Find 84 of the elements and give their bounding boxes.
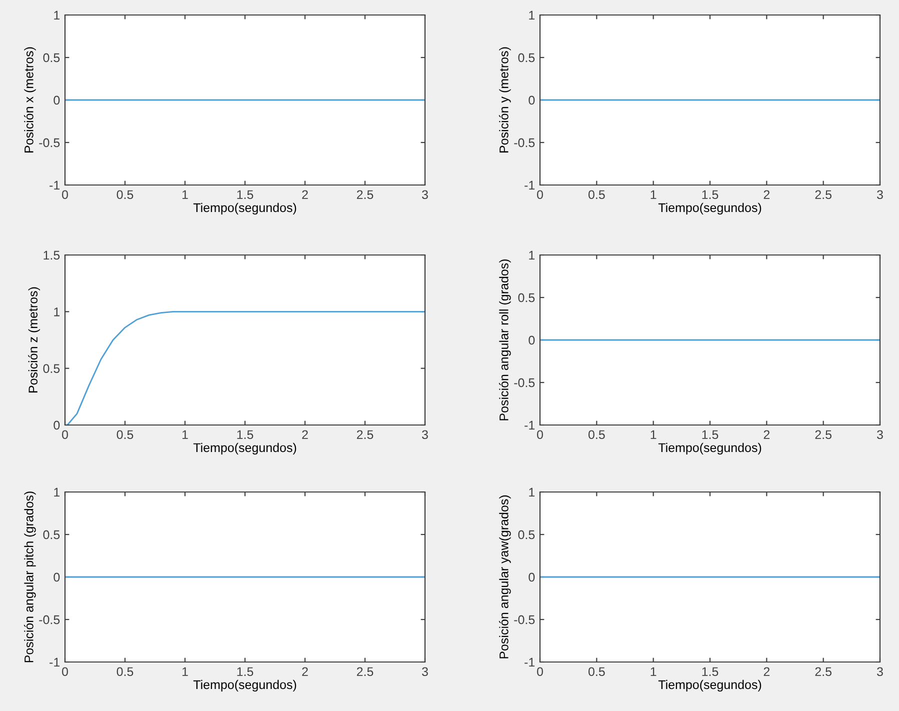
x-tick-label: 3: [877, 430, 883, 440]
x-axis-title: Tiempo(segundos): [193, 442, 296, 455]
x-tick-label: 1.5: [702, 430, 718, 440]
y-tick-label: -1: [524, 180, 535, 190]
x-tick-label: 1: [182, 430, 188, 439]
y-tick-label: -0.5: [39, 138, 60, 148]
y-tick-label: 1: [529, 10, 535, 20]
y-tick-label: -0.5: [514, 138, 535, 148]
y-tick-label: 0.5: [518, 530, 535, 540]
x-axis-title: Tiempo(segundos): [658, 680, 762, 692]
x-tick-label: 1: [650, 667, 656, 676]
x-tick-label: 2: [302, 190, 308, 199]
y-axis-title: Posición angular pitch (grados): [24, 492, 36, 662]
x-tick-label: 1.5: [702, 667, 718, 676]
y-axis-title: Posición z (metros): [28, 287, 40, 392]
x-tick-label: 0.5: [116, 667, 134, 676]
x-tick-label: 2.5: [356, 190, 374, 200]
y-tick-label: 0.5: [518, 293, 535, 302]
y-tick-label: -1: [50, 658, 60, 667]
x-tick-label: 3: [422, 190, 428, 200]
x-tick-label: 3: [877, 190, 883, 200]
y-tick-label: -1: [524, 658, 535, 667]
x-tick-label: 0: [537, 190, 543, 200]
x-tick-label: 1: [650, 430, 656, 439]
x-tick-label: 2.5: [815, 190, 832, 200]
x-tick-label: 0.5: [588, 430, 605, 440]
y-tick-label: 0.5: [43, 53, 60, 62]
y-tick-label: 0.5: [43, 364, 60, 373]
x-tick-label: 2.5: [815, 430, 832, 440]
y-tick-label: -1: [524, 420, 535, 430]
x-tick-label: 0.5: [116, 190, 134, 200]
x-tick-label: 0: [62, 190, 68, 200]
y-axis-title: Posición x (metros): [24, 47, 36, 152]
y-tick-label: -0.5: [514, 378, 535, 388]
x-tick-label: 2: [764, 430, 770, 439]
y-tick-label: 0: [54, 572, 60, 582]
x-tick-label: 1.5: [702, 190, 718, 200]
x-tick-label: 2.5: [815, 667, 832, 676]
y-tick-label: 0: [54, 420, 60, 430]
x-tick-label: 0: [537, 667, 543, 676]
y-tick-label: -0.5: [39, 615, 60, 624]
y-tick-label: -1: [50, 180, 60, 190]
x-axis-title: Tiempo(segundos): [193, 680, 296, 692]
y-tick-label: 1.5: [44, 250, 60, 260]
y-axis-title: Posición angular roll (grados): [499, 259, 511, 420]
y-tick-label: 1: [529, 488, 535, 497]
x-tick-label: 1: [182, 190, 188, 199]
x-tick-label: 2.5: [356, 667, 374, 676]
x-tick-label: 0.5: [116, 430, 134, 440]
y-tick-label: 0.5: [518, 53, 535, 62]
y-axis-title: Posición y (metros): [499, 47, 511, 152]
x-tick-label: 3: [422, 430, 428, 440]
x-tick-label: 2: [764, 190, 770, 199]
line-series: [66, 310, 425, 425]
x-tick-label: 0: [537, 430, 543, 440]
y-tick-label: 1: [54, 10, 60, 20]
y-tick-label: 1: [54, 488, 60, 497]
x-tick-label: 0: [62, 430, 68, 440]
x-tick-label: 0.5: [588, 667, 605, 676]
y-tick-label: 1: [529, 250, 535, 260]
y-tick-label: 1: [54, 308, 60, 316]
x-tick-label: 1.5: [237, 190, 254, 200]
x-axis-title: Tiempo(segundos): [193, 202, 296, 215]
x-axis-title: Tiempo(segundos): [658, 442, 762, 455]
x-tick-label: 1: [182, 667, 188, 676]
x-tick-label: 1: [650, 190, 656, 199]
x-tick-label: 3: [422, 667, 428, 676]
x-tick-label: 1.5: [237, 430, 254, 440]
x-tick-label: 0: [62, 667, 68, 676]
x-tick-label: 0.5: [588, 190, 605, 200]
x-tick-label: 2.5: [356, 430, 374, 440]
x-tick-label: 3: [877, 667, 883, 676]
x-tick-label: 2: [302, 430, 308, 439]
y-tick-label: 0: [528, 336, 535, 345]
x-tick-label: 1.5: [237, 667, 254, 676]
x-axis-title: Tiempo(segundos): [658, 202, 762, 215]
y-tick-label: 0: [528, 572, 535, 582]
y-tick-label: 0.5: [43, 530, 60, 540]
x-tick-label: 2: [302, 667, 308, 676]
y-axis-title: Posición angular yaw(grados): [499, 495, 511, 658]
x-tick-label: 2: [764, 667, 770, 676]
y-tick-label: -0.5: [514, 615, 535, 624]
y-tick-label: 0: [528, 96, 535, 105]
y-tick-label: 0: [54, 96, 60, 105]
